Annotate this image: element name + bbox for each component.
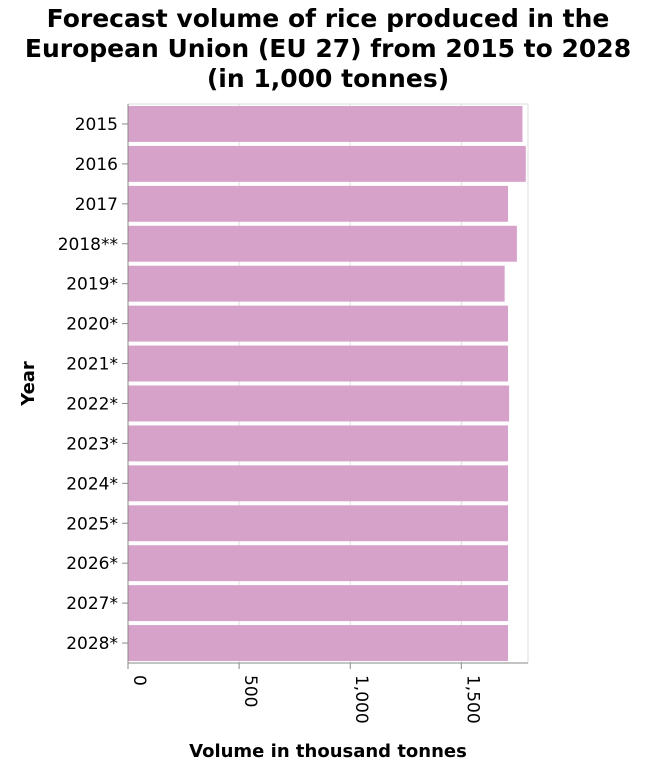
x-ticks: 0 500 1,000 1,500 [127,663,482,724]
chart-title-line-1: Forecast volume of rice produced in the [46,4,610,33]
y-tick-label-2021*: 2021* [66,355,118,375]
chart-title: Forecast volume of rice produced in the … [0,4,656,94]
bar-2024* [128,465,508,502]
y-tick-label-2025*: 2025* [66,514,118,534]
bar-2021* [128,345,508,382]
chart-title-line-2: European Union (EU 27) from 2015 to 2028 [24,34,632,63]
bars [128,105,526,662]
bar-2019* [128,265,505,302]
y-tick-label-2027*: 2027* [66,594,118,614]
y-tick-label-2019*: 2019* [66,275,118,295]
y-tick-label-2018**: 2018** [58,235,118,255]
y-tick-label-2017: 2017 [75,195,118,215]
x-tick-label-2: 1,000 [351,675,371,724]
bar-2027* [128,585,508,622]
bar-2023* [128,425,508,462]
x-tick-label-1: 500 [240,675,260,707]
bar-2020* [128,305,508,342]
x-axis-title: Volume in thousand tonnes [189,741,467,762]
bar-2015 [128,105,523,142]
bar-2026* [128,545,508,582]
bar-2017 [128,185,508,222]
chart-title-line-3: (in 1,000 tonnes) [206,64,450,93]
y-tick-label-2016: 2016 [75,155,118,175]
y-tick-label-2015: 2015 [75,115,118,135]
y-tick-label-2024*: 2024* [66,474,118,494]
y-tick-label-2020*: 2020* [66,315,118,335]
y-tick-label-2026*: 2026* [66,554,118,574]
y-ticks: 2015 2016 2017 2018** 2019* 2020* 2021* 2022* 20… [58,115,128,654]
y-tick-label-2023*: 2023* [66,434,118,454]
y-axis-title: Year [18,361,39,407]
bar-2016 [128,145,526,182]
y-tick-label-2028*: 2028* [66,634,118,654]
bar-2022* [128,385,510,422]
y-tick-label-2022*: 2022* [66,394,118,414]
x-tick-label-3: 1,500 [462,675,482,724]
bar-2028* [128,625,508,662]
x-tick-label-0: 0 [129,675,149,686]
bar-2018** [128,225,517,262]
bar-2025* [128,505,508,542]
